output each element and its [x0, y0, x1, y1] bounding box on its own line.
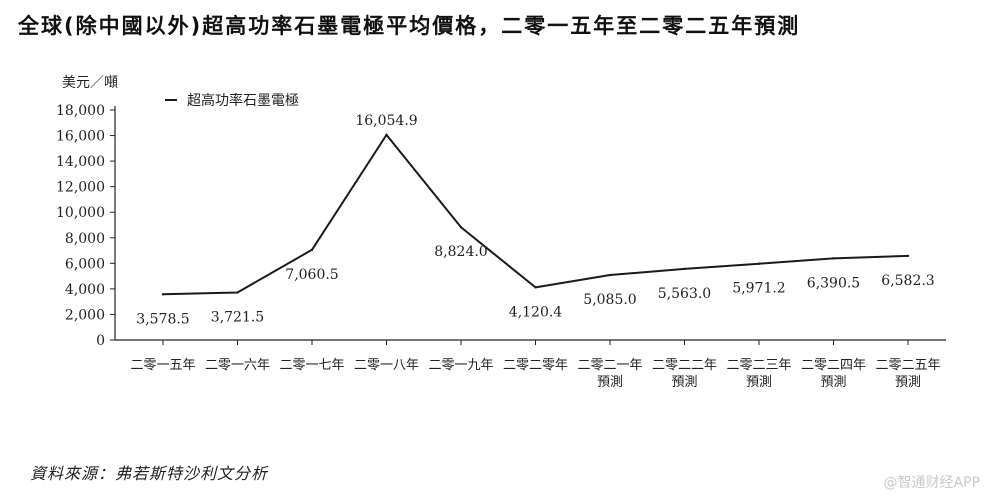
- x-tick-label: 二零一八年: [354, 358, 419, 373]
- data-point: [683, 267, 686, 271]
- data-point: [310, 248, 314, 251]
- data-point: [459, 226, 463, 229]
- x-tick-label: 二零一七年: [279, 358, 344, 373]
- line-chart: 0 2,000 4,000 6,000 8,000 10,000 12,000 14,000 1…: [56, 92, 946, 390]
- data-label: 16,054.9: [355, 113, 417, 129]
- x-tick-label: 二零二四年: [801, 358, 866, 373]
- x-tick-label: 二零一五年: [130, 358, 195, 373]
- data-point: [906, 254, 910, 258]
- x-tick-label: 預測: [746, 375, 772, 390]
- data-point: [161, 293, 165, 296]
- y-tick-label: 0: [96, 333, 105, 349]
- x-tick-label: 預測: [671, 375, 697, 390]
- x-tick-label: 預測: [895, 375, 921, 390]
- y-tick-label: 2,000: [65, 307, 105, 323]
- data-point: [757, 262, 761, 265]
- y-tick-label: 6,000: [65, 256, 105, 272]
- x-tick-label: 二零二零年: [503, 358, 568, 373]
- x-tick-label: 預測: [820, 375, 846, 390]
- data-point: [608, 273, 612, 277]
- data-point: [236, 291, 239, 294]
- y-tick-label: 10,000: [56, 205, 105, 221]
- y-tick-label: 12,000: [56, 180, 105, 196]
- data-point: [534, 286, 537, 289]
- series-line: [162, 133, 909, 296]
- chart-area: 0 2,000 4,000 6,000 8,000 10,000 12,000 14,000 1…: [56, 92, 946, 390]
- x-tick-label: 二零二三年: [726, 358, 791, 373]
- y-tick-label: 8,000: [65, 231, 105, 247]
- data-label: 5,971.2: [732, 281, 785, 297]
- data-label: 8,824.0: [434, 244, 487, 260]
- data-label: 6,390.5: [807, 275, 860, 291]
- data-label: 7,060.5: [285, 267, 338, 283]
- watermark: @智通财经APP: [883, 475, 980, 491]
- data-label: 5,563.0: [658, 286, 711, 302]
- x-tick-label: 預測: [597, 375, 623, 390]
- data-label: 5,085.0: [583, 292, 636, 308]
- x-tick-label: 二零一六年: [205, 358, 270, 373]
- data-label: 3,721.5: [211, 309, 264, 325]
- data-label: 4,120.4: [509, 304, 563, 320]
- data-label: 3,578.5: [136, 311, 189, 327]
- data-point: [832, 257, 835, 260]
- legend-label: 超高功率石墨電極: [187, 92, 299, 109]
- data-label: 6,582.3: [881, 273, 934, 289]
- chart-title: 全球(除中國以外)超高功率石墨電極平均價格，二零一五年至二零二五年預測: [18, 14, 801, 38]
- y-axis-unit-label: 美元／噸: [62, 75, 118, 91]
- x-tick-label: 二零二二年: [652, 358, 717, 373]
- y-tick-label: 18,000: [56, 103, 105, 119]
- y-tick-label: 14,000: [56, 154, 105, 170]
- x-tick-label: 二零二五年: [875, 358, 940, 373]
- y-tick-label: 16,000: [56, 129, 105, 145]
- x-tick-label: 二零二一年: [577, 358, 642, 373]
- x-tick-label: 二零一九年: [428, 358, 493, 373]
- y-tick-label: 4,000: [65, 282, 105, 298]
- data-point: [385, 133, 388, 137]
- source-note: 資料來源：弗若斯特沙利文分析: [30, 464, 269, 483]
